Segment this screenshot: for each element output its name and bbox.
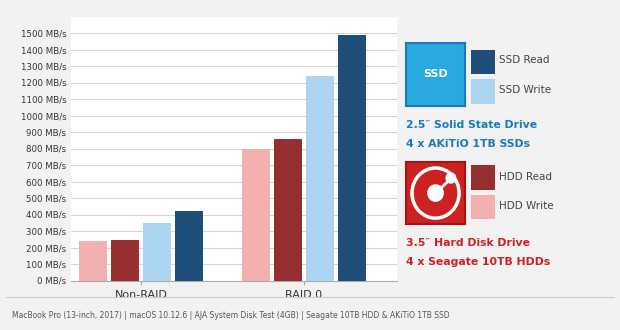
Bar [79, 241, 107, 280]
Text: SSD: SSD [423, 69, 448, 79]
Bar [175, 211, 203, 280]
Circle shape [446, 173, 456, 183]
Text: MacBook Pro (13-inch, 2017) | macOS 10.12.6 | AJA System Disk Test (4GB) | Seaga: MacBook Pro (13-inch, 2017) | macOS 10.1… [12, 311, 450, 320]
Text: 4 x Seagate 10TB HDDs: 4 x Seagate 10TB HDDs [406, 257, 551, 267]
Bar [242, 148, 270, 280]
Text: 4 x AKiTiO 1TB SSDs: 4 x AKiTiO 1TB SSDs [406, 139, 530, 148]
Circle shape [428, 185, 443, 201]
Text: HDD Read: HDD Read [499, 172, 552, 182]
Text: 3.5″ Hard Disk Drive: 3.5″ Hard Disk Drive [406, 238, 530, 248]
Bar [306, 76, 334, 280]
Text: SSD Read: SSD Read [499, 55, 549, 65]
Bar [338, 35, 366, 280]
Text: HDD Write: HDD Write [499, 201, 554, 211]
Text: 2.5″ Solid State Drive: 2.5″ Solid State Drive [406, 120, 537, 130]
Bar [274, 139, 302, 280]
Bar [143, 223, 171, 280]
Text: SSD Write: SSD Write [499, 85, 551, 95]
Bar [111, 240, 139, 280]
